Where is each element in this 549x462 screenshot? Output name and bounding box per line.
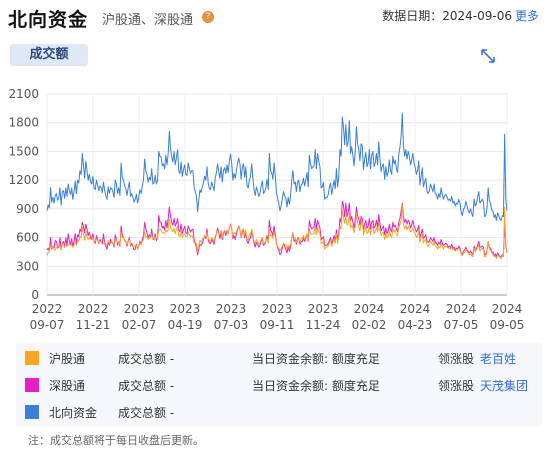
x-tick-date: 11-21 — [76, 318, 111, 332]
x-tick-date: 11-24 — [306, 318, 341, 332]
legend-leader: 领涨股 老百姓 — [438, 350, 516, 367]
legend-name: 沪股通 — [49, 352, 86, 366]
legend-amount: 成交总额 - — [118, 352, 175, 366]
y-tick-label: 0 — [31, 288, 39, 302]
legend-name: 北向资金 — [49, 406, 98, 420]
y-tick-label: 1500 — [8, 144, 39, 158]
more-link[interactable]: 更多 — [514, 9, 539, 23]
y-tick-label: 1200 — [8, 173, 39, 187]
header: 北向资金 沪股通、深股通 ? 数据日期：2024-09-06 更多 — [0, 0, 549, 34]
x-tick-date: 04-19 — [168, 318, 203, 332]
question-mark-icon[interactable]: ? — [202, 11, 214, 23]
y-tick-label: 2100 — [8, 87, 39, 101]
series-line-2 — [46, 204, 508, 260]
x-tick-year: 2022 — [32, 302, 63, 316]
page-title: 北向资金 — [8, 9, 89, 31]
date-value: 2024-09-06 — [442, 9, 512, 23]
x-tick-date: 02-07 — [122, 318, 157, 332]
chart-series — [46, 112, 508, 260]
legend-balance: 当日资金余额: 额度充足 — [252, 352, 380, 366]
x-tick-year: 2023 — [124, 302, 155, 316]
legend-amount: 成交总额 - — [118, 379, 175, 393]
x-tick-date: 04-23 — [398, 318, 433, 332]
x-tick-year: 2023 — [262, 302, 293, 316]
date-label: 数据日期： — [382, 9, 443, 23]
x-tick-year: 2022 — [78, 302, 109, 316]
x-tick-year: 2023 — [308, 302, 339, 316]
x-tick-year: 2023 — [216, 302, 247, 316]
y-tick-label: 900 — [16, 202, 39, 216]
x-tick-date: 09-07 — [30, 318, 65, 332]
y-tick-label: 600 — [16, 231, 39, 245]
x-tick-date: 07-03 — [214, 318, 249, 332]
x-tick-date: 09-05 — [490, 318, 525, 332]
legend-balance: 当日资金余额: 额度充足 — [252, 379, 380, 393]
x-tick-year: 2024 — [492, 302, 523, 316]
x-tick-year: 2024 — [354, 302, 385, 316]
legend-name: 深股通 — [49, 379, 86, 393]
y-tick-label: 1800 — [8, 116, 39, 130]
legend-amount: 成交总额 - — [118, 406, 175, 420]
leader-stock-link[interactable]: 老百姓 — [480, 352, 517, 366]
x-tick-year: 2023 — [170, 302, 201, 316]
x-tick-date: 02-02 — [352, 318, 387, 332]
legend-panel: 沪股通 成交总额 - 当日资金余额: 额度充足 领涨股 老百姓 深股通 成交总额 … — [16, 343, 542, 426]
metric-tab-turnover[interactable]: 成交额 — [10, 44, 88, 66]
y-axis-ticks: 0 300 600 900 1200 1500 1800 2100 — [8, 87, 39, 302]
footnote: 注：成交总额将于每日收盘后更新。 — [28, 434, 204, 447]
chart-grid — [46, 93, 508, 296]
legend-leader: 领涨股 天茂集团 — [438, 377, 528, 394]
expand-arrows-icon[interactable] — [476, 44, 500, 68]
y-tick-label: 300 — [16, 259, 39, 273]
legend-row-sh: 沪股通 成交总额 - 当日资金余额: 额度充足 领涨股 老百姓 — [16, 345, 542, 371]
series-line-0 — [46, 112, 508, 221]
x-tick-year: 2024 — [446, 302, 477, 316]
x-axis-ticks: 2022 09-07 2022 11-21 2023 02-07 2023 04-19 2023… — [30, 302, 525, 332]
legend-swatch-north — [25, 405, 39, 419]
leader-stock-link[interactable]: 天茂集团 — [480, 379, 529, 393]
legend-row-sz: 深股通 成交总额 - 当日资金余额: 额度充足 领涨股 天茂集团 — [16, 372, 542, 398]
leader-label: 领涨股 — [438, 379, 475, 393]
x-tick-date: 07-05 — [444, 318, 479, 332]
leader-label: 领涨股 — [438, 352, 475, 366]
page-subtitle: 沪股通、深股通 — [102, 13, 194, 28]
legend-swatch-sz — [25, 378, 39, 392]
x-tick-date: 09-11 — [260, 318, 295, 332]
data-date: 数据日期：2024-09-06 更多 — [382, 7, 539, 24]
legend-row-north: 北向资金 成交总额 - — [16, 399, 542, 425]
legend-swatch-sh — [25, 351, 39, 365]
x-tick-year: 2024 — [400, 302, 431, 316]
